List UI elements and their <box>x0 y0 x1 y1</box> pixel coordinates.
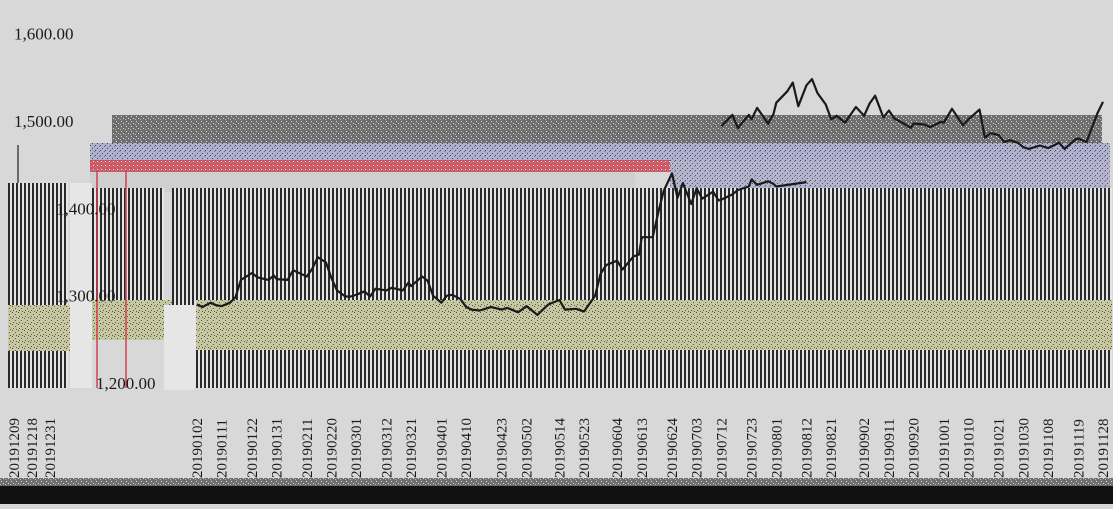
x-tick-label: 20190920 <box>907 418 923 478</box>
band-olive-mid <box>92 300 172 340</box>
band-lavender-right <box>670 158 1110 188</box>
band-olive <box>196 300 1112 350</box>
x-tick-label: 20190410 <box>459 418 475 478</box>
footer-bar <box>0 484 1113 504</box>
x-tick-label: 20190401 <box>434 418 450 478</box>
x-tick-label: 20190111 <box>215 419 231 478</box>
x-tick-label: 20190712 <box>714 418 730 478</box>
footer-noise <box>0 478 1113 486</box>
x-tick-label: 20190131 <box>270 418 286 478</box>
x-tick-label: 20190312 <box>379 418 395 478</box>
x-tick-label: 20190102 <box>190 418 206 478</box>
x-tick-label: 20190911 <box>882 419 898 478</box>
y-tick-label: 1,300.00 <box>56 287 116 306</box>
x-tick-label: 20191030 <box>1016 418 1032 478</box>
x-tick-label: 20190211 <box>300 419 316 478</box>
x-tick-label: 20191128 <box>1096 419 1112 478</box>
band-pink <box>90 160 670 172</box>
hatch-main <box>172 188 1112 388</box>
x-tick-label: 20190523 <box>577 418 593 478</box>
x-tick-label: 20190801 <box>769 418 785 478</box>
x-tick-label: 20190502 <box>520 418 536 478</box>
x-tick-label: 20190812 <box>800 418 816 478</box>
x-tick-label: 20190703 <box>690 418 706 478</box>
x-tick-label: 20191119 <box>1071 419 1087 478</box>
x-tick-label: 20190604 <box>610 418 626 479</box>
x-tick-label: 20190220 <box>325 418 341 478</box>
x-tick-label: 20191021 <box>992 418 1008 478</box>
x-tick-label: 20190514 <box>552 418 568 479</box>
x-tick-label: 20190821 <box>824 418 840 478</box>
x-tick-label: 20190423 <box>495 418 511 478</box>
white-gap-mid <box>164 305 194 390</box>
x-tick-label: 20191209 <box>7 418 23 478</box>
x-tick-label: 20190723 <box>745 418 761 478</box>
x-tick-label: 20191218 <box>25 418 41 478</box>
x-tick-label: 20191010 <box>962 418 978 478</box>
y-tick-label: 1,600.00 <box>14 25 74 44</box>
band-olive-left <box>8 305 70 351</box>
x-tick-label: 20190624 <box>665 418 681 479</box>
x-tick-label: 20191108 <box>1041 419 1057 478</box>
x-axis: 20190102 20190111 20190122 20190131 20190211… <box>7 418 1112 479</box>
y-tick-label: 1,200.00 <box>96 374 156 393</box>
x-tick-label: 20190122 <box>245 418 261 478</box>
x-tick-label: 20190301 <box>349 418 365 478</box>
y-tick-label: 1,500.00 <box>14 112 74 131</box>
band-dark-top <box>112 115 1102 143</box>
y-tick-label: 1,400.00 <box>56 199 116 218</box>
x-tick-label: 20190902 <box>857 418 873 478</box>
x-tick-label: 20191231 <box>43 418 59 478</box>
x-tick-label: 20190613 <box>635 418 651 478</box>
x-tick-label: 20190321 <box>404 418 420 478</box>
x-tick-label: 20191001 <box>937 418 953 478</box>
